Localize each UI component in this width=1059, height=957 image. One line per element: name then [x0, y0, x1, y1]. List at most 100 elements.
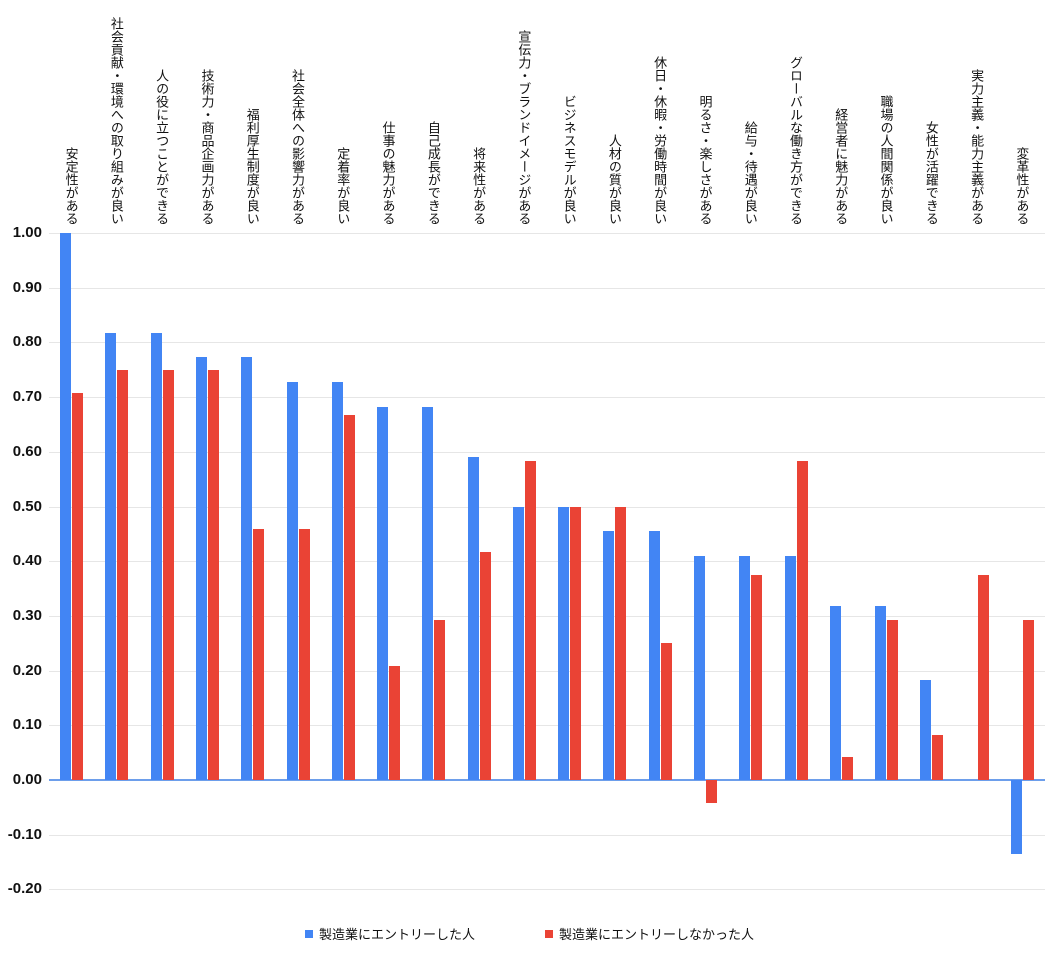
category-label-6: 社会全体への影響力がある	[290, 69, 305, 225]
gridline-0.80	[49, 342, 1045, 344]
bar-not-entried-9	[434, 620, 446, 780]
bar-not-entried-5	[253, 529, 265, 780]
bar-entried-10	[467, 456, 479, 780]
category-label-10: 将来性がある	[471, 147, 487, 225]
zero-axis-line	[49, 779, 1045, 781]
bar-not-entried-10	[479, 551, 491, 780]
bar-not-entried-6	[298, 529, 310, 780]
category-label-3: 人の役に立つことができる	[154, 69, 170, 225]
bar-not-entried-7	[343, 415, 355, 780]
category-label-13: 人材の質が良い	[606, 134, 622, 225]
y-tick-label-1.00: 1.00	[12, 224, 42, 241]
category-label-19: 職場の人間関係が良い	[878, 95, 894, 225]
bar-not-entried-2	[117, 369, 129, 780]
bar-entried-19	[875, 606, 887, 780]
gridline--0.20	[49, 889, 1045, 891]
category-label-18: 経営者に魅力がある	[833, 108, 849, 225]
category-label-9: 自己成長ができる	[425, 121, 441, 225]
gridline-0.60	[49, 451, 1045, 453]
bar-entried-15	[693, 556, 705, 780]
bar-entried-17	[784, 556, 796, 780]
bar-entried-13	[603, 531, 615, 780]
bar-entried-12	[558, 506, 570, 780]
category-label-15: 明るさ・楽しさがある	[697, 95, 713, 225]
category-label-12: ビジネスモデルが良い	[561, 95, 577, 225]
bar-not-entried-13	[615, 506, 627, 780]
bar-not-entried-1	[72, 392, 84, 780]
bar-entried-5	[241, 357, 253, 780]
y-tick-label-0.40: 0.40	[12, 552, 42, 570]
bar-entried-8	[377, 406, 389, 780]
bar-not-entried-20	[932, 734, 944, 780]
y-tick-label-0.20: 0.20	[12, 661, 42, 679]
gridline-0.50	[49, 506, 1045, 508]
gridline-0.20	[49, 670, 1045, 672]
y-tick-label--0.10: -0.10	[7, 825, 42, 843]
gridline-0.70	[49, 397, 1045, 399]
category-label-2: 社会貢献・環境への取り組みが良い	[108, 17, 124, 225]
gridline--0.10	[49, 834, 1045, 836]
bar-not-entried-14	[660, 643, 672, 780]
gridline-0.30	[49, 615, 1045, 617]
bar-not-entried-4	[207, 369, 219, 780]
y-tick-label-0.80: 0.80	[12, 333, 42, 351]
y-tick-label-0.90: 0.90	[12, 278, 42, 296]
legend: 製造業にエントリーした人 製造業にエントリーしなかった人	[0, 924, 1059, 943]
bar-not-entried-19	[887, 620, 899, 780]
bar-entried-16	[739, 556, 751, 780]
y-tick-label--0.20: -0.20	[7, 880, 42, 898]
y-tick-label-0.10: 0.10	[12, 716, 42, 734]
bar-entried-7	[331, 382, 343, 780]
y-tick-label-0.50: 0.50	[12, 497, 42, 515]
bar-not-entried-21	[977, 574, 989, 780]
category-label-5: 福利厚生制度が良い	[244, 108, 260, 225]
category-label-7: 定着率が良い	[335, 147, 351, 225]
bar-not-entried-12	[570, 506, 582, 780]
bar-not-entried-22	[1022, 620, 1034, 780]
y-tick-label-0.60: 0.60	[12, 442, 42, 460]
gridline-0.40	[49, 561, 1045, 563]
bar-entried-20	[920, 680, 932, 780]
bar-entried-18	[829, 606, 841, 780]
bar-entried-6	[286, 382, 298, 780]
y-tick-label-0.00: 0.00	[12, 771, 42, 788]
bar-entried-22	[1010, 780, 1022, 855]
legend-label-not-entried: 製造業にエントリーしなかった人	[559, 927, 755, 942]
bar-entried-11	[512, 506, 524, 780]
category-label-22: 変革性がある	[1014, 147, 1030, 225]
y-tick-label-0.70: 0.70	[12, 388, 42, 406]
bar-not-entried-11	[524, 461, 536, 780]
bar-entried-9	[422, 406, 434, 780]
gridline-0.90	[49, 287, 1045, 289]
category-label-8: 仕事の魅力がある	[380, 121, 396, 225]
category-labels: 安定性がある 社会貢献・環境への取り組みが良い 人の役に立つことができる 技術力・商品…	[0, 0, 1059, 228]
bar-entried-2	[105, 332, 117, 780]
bar-not-entried-18	[841, 757, 853, 780]
category-label-11: 宣伝力・ブランドイメージがある	[516, 30, 532, 225]
legend-item-not-entried: 製造業にエントリーしなかった人	[545, 924, 754, 943]
legend-label-entried: 製造業にエントリーした人	[318, 927, 475, 942]
gridline-1.00	[49, 233, 1045, 234]
bar-not-entried-3	[162, 369, 174, 780]
gridline-0.10	[49, 725, 1045, 727]
category-label-20: 女性が活躍できる	[923, 121, 939, 225]
category-label-21: 実力主義・能力主義がある	[969, 69, 985, 225]
bar-entried-1	[60, 233, 72, 780]
bar-entried-3	[150, 332, 162, 780]
category-label-17: グローバルな働き方ができる	[788, 56, 803, 225]
bar-not-entried-16	[751, 574, 763, 780]
category-label-1: 安定性がある	[63, 147, 79, 225]
bar-not-entried-8	[389, 666, 401, 780]
bar-not-entried-15	[705, 780, 717, 803]
legend-swatch-entried	[304, 929, 313, 938]
bar-entried-4	[195, 357, 207, 780]
y-tick-label-0.30: 0.30	[12, 606, 42, 624]
category-label-16: 給与・待遇が良い	[742, 121, 758, 225]
bar-entried-14	[648, 531, 660, 780]
category-label-14: 休日・休暇・労働時間が良い	[652, 56, 668, 225]
legend-swatch-not-entried	[545, 929, 553, 938]
legend-item-entried: 製造業にエントリーした人	[304, 924, 475, 943]
category-label-4: 技術力・商品企画力がある	[199, 69, 215, 225]
